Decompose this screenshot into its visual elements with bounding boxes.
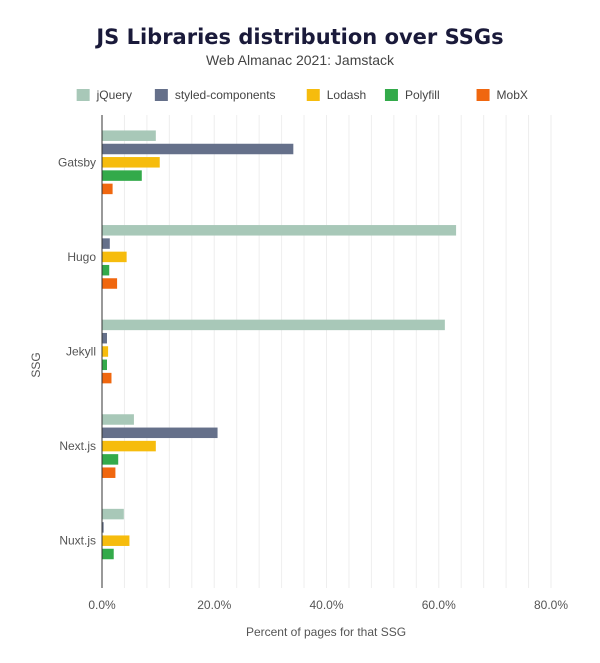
legend-swatch-jquery bbox=[76, 89, 90, 101]
bar-jekyll-mobx bbox=[102, 372, 112, 384]
bar-hugo-polyfill bbox=[102, 264, 110, 276]
legend-label-styled-components: styled-components bbox=[175, 88, 276, 102]
bar-jekyll-jquery bbox=[102, 319, 445, 331]
x-tick-label: 80.0% bbox=[534, 598, 568, 612]
legend-label-polyfill: Polyfill bbox=[405, 88, 440, 102]
bar-jekyll-lodash bbox=[102, 346, 109, 357]
bar-jekyll-polyfill bbox=[102, 359, 107, 371]
y-tick-label-jekyll: Jekyll bbox=[66, 345, 96, 359]
bar-gatsby-lodash bbox=[102, 157, 160, 168]
bar-nuxt-js-lodash bbox=[102, 535, 130, 546]
bar-next-js-mobx bbox=[102, 467, 116, 478]
bar-jekyll-styled-components bbox=[102, 332, 107, 344]
bar-next-js-lodash bbox=[102, 440, 156, 452]
legend-swatch-lodash bbox=[306, 89, 320, 101]
bar-gatsby-jquery bbox=[102, 130, 156, 141]
x-tick-label: 20.0% bbox=[197, 598, 231, 612]
y-axis-title: SSG bbox=[29, 352, 43, 377]
bar-nuxt-js-jquery bbox=[102, 508, 124, 520]
legend-label-lodash: Lodash bbox=[327, 88, 366, 102]
bar-gatsby-mobx bbox=[102, 183, 113, 195]
bar-hugo-lodash bbox=[102, 251, 127, 263]
bar-hugo-styled-components bbox=[102, 238, 110, 249]
bar-gatsby-styled-components bbox=[102, 143, 294, 155]
bar-next-js-jquery bbox=[102, 414, 134, 425]
y-tick-label-gatsby: Gatsby bbox=[58, 155, 96, 169]
bar-hugo-jquery bbox=[102, 225, 457, 236]
bar-next-js-polyfill bbox=[102, 454, 119, 465]
y-tick-labels: Gatsby Hugo Jekyll Next.js Nuxt.js bbox=[58, 155, 96, 547]
bar-nuxt-js-polyfill bbox=[102, 548, 114, 560]
bar-next-js-styled-components bbox=[102, 427, 218, 439]
x-axis-title: Percent of pages for that SSG bbox=[246, 625, 406, 639]
legend-swatch-polyfill bbox=[384, 89, 398, 101]
legend-label-jquery: jQuery bbox=[96, 88, 132, 102]
chart-subtitle: Web Almanac 2021: Jamstack bbox=[206, 52, 395, 68]
grid bbox=[123, 115, 552, 588]
bar-nuxt-js-styled-components bbox=[102, 522, 104, 533]
legend-swatch-mobx bbox=[476, 89, 490, 101]
y-tick-label-next-js: Next.js bbox=[59, 439, 96, 453]
bars bbox=[102, 130, 457, 560]
bar-gatsby-polyfill bbox=[102, 170, 142, 181]
legend: jQuery styled-components Lodash Polyfill Mob… bbox=[76, 88, 528, 102]
legend-label-mobx: MobX bbox=[497, 88, 528, 102]
x-tick-labels: 0.0% 20.0% 40.0% 60.0% 80.0% bbox=[88, 598, 568, 612]
legend-swatch-styled-components bbox=[154, 89, 168, 101]
y-tick-label-hugo: Hugo bbox=[67, 250, 96, 264]
chart-title: JS Libraries distribution over SSGs bbox=[94, 25, 503, 49]
x-tick-label: 60.0% bbox=[422, 598, 456, 612]
y-tick-label-nuxt-js: Nuxt.js bbox=[59, 534, 96, 548]
x-tick-label: 40.0% bbox=[309, 598, 343, 612]
x-tick-label: 0.0% bbox=[88, 598, 116, 612]
bar-hugo-mobx bbox=[102, 278, 118, 289]
